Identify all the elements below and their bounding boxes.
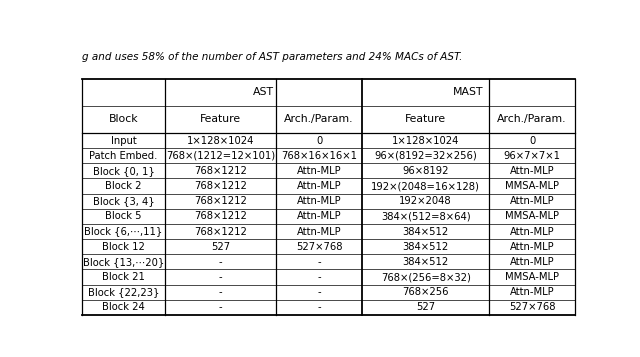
Text: Block {3, 4}: Block {3, 4} [93,196,154,206]
Text: Attn-MLP: Attn-MLP [510,287,554,297]
Text: Feature: Feature [405,114,446,124]
Text: Block: Block [109,114,138,124]
Text: 768×16×16×1: 768×16×16×1 [281,151,357,161]
Text: 527×768: 527×768 [296,242,342,252]
Text: Block {6,⋯,11}: Block {6,⋯,11} [84,227,163,237]
Text: AST: AST [253,87,274,97]
Text: -: - [219,287,222,297]
Text: Arch./Param.: Arch./Param. [497,114,567,124]
Text: -: - [219,272,222,282]
Text: Arch./Param.: Arch./Param. [284,114,354,124]
Text: Attn-MLP: Attn-MLP [510,227,554,237]
Text: 384×512: 384×512 [403,242,449,252]
Text: 768×1212: 768×1212 [194,227,247,237]
Text: 768×(256=8×32): 768×(256=8×32) [381,272,470,282]
Text: 96×(8192=32×256): 96×(8192=32×256) [374,151,477,161]
Text: -: - [219,302,222,312]
Text: MMSA-MLP: MMSA-MLP [505,211,559,221]
Text: Attn-MLP: Attn-MLP [297,227,342,237]
Text: 527×768: 527×768 [509,302,556,312]
Text: 768×1212: 768×1212 [194,181,247,191]
Text: 768×(1212=12×101): 768×(1212=12×101) [166,151,275,161]
Text: Attn-MLP: Attn-MLP [510,166,554,176]
Text: Input: Input [111,136,136,146]
Text: MMSA-MLP: MMSA-MLP [505,272,559,282]
Text: 768×1212: 768×1212 [194,166,247,176]
Text: Patch Embed.: Patch Embed. [90,151,157,161]
Text: -: - [317,302,321,312]
Text: Feature: Feature [200,114,241,124]
Text: Block 24: Block 24 [102,302,145,312]
Text: MMSA-MLP: MMSA-MLP [505,181,559,191]
Text: Block 21: Block 21 [102,272,145,282]
Text: 384×512: 384×512 [403,227,449,237]
Text: 768×1212: 768×1212 [194,196,247,206]
Text: 1×128×1024: 1×128×1024 [187,136,254,146]
Text: -: - [317,272,321,282]
Text: Block {22,23}: Block {22,23} [88,287,159,297]
Text: Attn-MLP: Attn-MLP [510,257,554,267]
Text: 0: 0 [316,136,323,146]
Text: Block {13,⋯20}: Block {13,⋯20} [83,257,164,267]
Text: Block 2: Block 2 [105,181,142,191]
Text: Block {0, 1}: Block {0, 1} [93,166,154,176]
Text: 1×128×1024: 1×128×1024 [392,136,460,146]
Text: 527: 527 [211,242,230,252]
Text: Attn-MLP: Attn-MLP [297,166,342,176]
Text: Attn-MLP: Attn-MLP [297,181,342,191]
Text: g and uses 58% of the number of AST parameters and 24% MACs of AST.: g and uses 58% of the number of AST para… [83,52,463,62]
Text: Attn-MLP: Attn-MLP [510,242,554,252]
Text: 192×(2048=16×128): 192×(2048=16×128) [371,181,480,191]
Text: 192×2048: 192×2048 [399,196,452,206]
Text: Block 12: Block 12 [102,242,145,252]
Text: Attn-MLP: Attn-MLP [297,211,342,221]
Text: Block 5: Block 5 [105,211,142,221]
Text: 384×(512=8×64): 384×(512=8×64) [381,211,470,221]
Text: -: - [219,257,222,267]
Text: MAST: MAST [453,87,484,97]
Text: 768×256: 768×256 [403,287,449,297]
Text: 527: 527 [416,302,435,312]
Text: 0: 0 [529,136,535,146]
Text: -: - [317,287,321,297]
Text: 96×7×7×1: 96×7×7×1 [504,151,561,161]
Text: Attn-MLP: Attn-MLP [510,196,554,206]
Text: Attn-MLP: Attn-MLP [297,196,342,206]
Text: 768×1212: 768×1212 [194,211,247,221]
Text: 384×512: 384×512 [403,257,449,267]
Text: -: - [317,257,321,267]
Text: 96×8192: 96×8192 [403,166,449,176]
